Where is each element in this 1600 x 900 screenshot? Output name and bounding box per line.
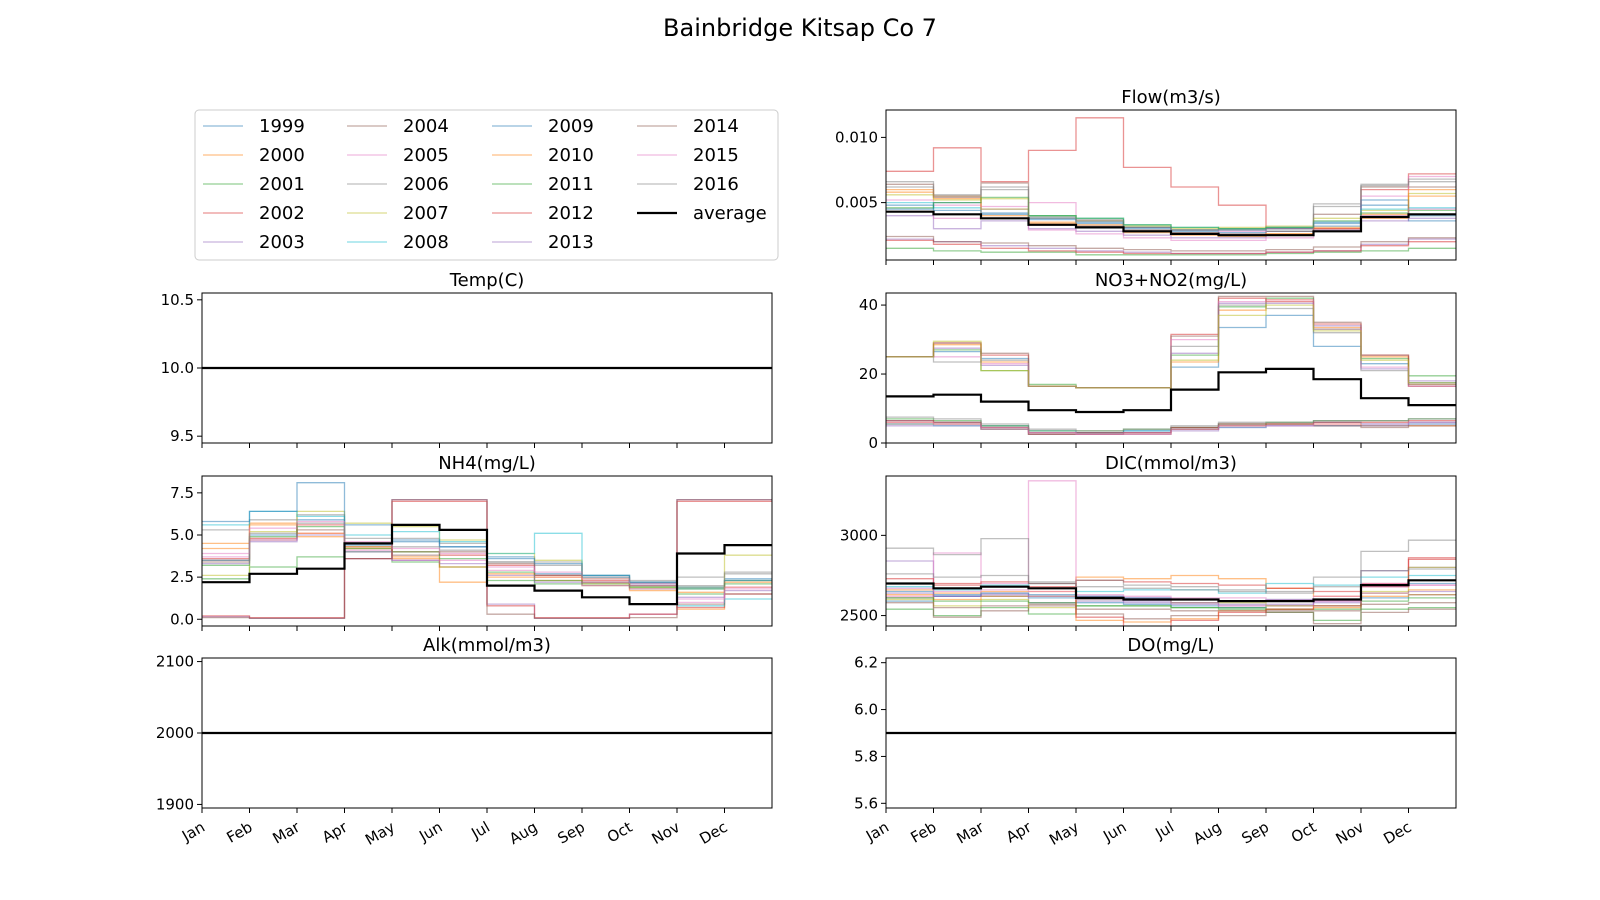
x-tick-label: Feb — [223, 818, 255, 847]
subplot-title: DO(mg/L) — [1127, 635, 1214, 656]
subplot-title: Alk(mmol/m3) — [423, 635, 551, 656]
series-line — [886, 118, 1456, 229]
subplot-title: Temp(C) — [449, 270, 525, 291]
x-tick-label: Mar — [953, 817, 987, 847]
x-tick-label: Sep — [1239, 818, 1272, 848]
subplot: Flow(m3/s) 0.005 0.010 — [835, 87, 1456, 265]
x-tick-label: Apr — [1003, 817, 1035, 846]
y-tick-label: 20 — [859, 365, 878, 383]
subplot-title: DIC(mmol/m3) — [1105, 453, 1237, 474]
subplot: NH4(mg/L) 0.0 2.5 5.0 7.5 — [170, 453, 772, 631]
subplot-title: NO3+NO2(mg/L) — [1095, 270, 1247, 291]
legend-label: 2002 — [259, 203, 305, 224]
legend-label: 2001 — [259, 174, 305, 195]
x-tick-label: Jan — [862, 818, 892, 846]
y-tick-label: 5.0 — [170, 526, 194, 544]
y-tick-label: 6.0 — [854, 701, 878, 719]
legend-label: 2005 — [403, 145, 449, 166]
subplot: Temp(C) 9.5 10.0 10.5 — [161, 270, 772, 448]
subplot: DO(mg/L) 5.6 5.8 6.0 6.2 Jan Feb Mar Apr May Jun Ju… — [854, 635, 1456, 849]
y-tick-label: 2100 — [156, 653, 194, 671]
x-tick-label: May — [1046, 818, 1082, 849]
y-tick-label: 2000 — [156, 724, 194, 742]
legend-label: 2007 — [403, 203, 449, 224]
y-tick-label: 0 — [868, 434, 878, 452]
x-tick-label: Jun — [415, 818, 445, 846]
x-tick-label: Oct — [604, 818, 636, 847]
subplot-title: NH4(mg/L) — [438, 453, 536, 474]
x-tick-label: Apr — [319, 817, 351, 846]
legend-label: 2006 — [403, 174, 449, 195]
x-tick-label: Feb — [907, 818, 939, 847]
y-tick-label: 10.0 — [161, 359, 194, 377]
legend-label: 2012 — [548, 203, 594, 224]
legend: 1999 2000 2001 2002 2003 2004 2005 2006 2007 2008… — [195, 110, 778, 260]
x-tick-label: Dec — [696, 818, 730, 848]
x-tick-label: Aug — [1190, 818, 1224, 848]
x-tick-label: Dec — [1380, 818, 1414, 848]
legend-label: 2010 — [548, 145, 594, 166]
legend-label: 2000 — [259, 145, 305, 166]
y-tick-label: 2.5 — [170, 568, 194, 586]
y-tick-label: 9.5 — [170, 427, 194, 445]
x-tick-label: Aug — [506, 818, 540, 848]
subplot: NO3+NO2(mg/L) 0 20 40 — [859, 270, 1456, 452]
legend-label: 2009 — [548, 116, 594, 137]
series-line — [886, 182, 1456, 230]
x-tick-label: Nov — [649, 818, 683, 848]
y-tick-label: 3000 — [840, 526, 878, 544]
x-tick-label: Oct — [1288, 818, 1320, 847]
legend-label: 2003 — [259, 232, 305, 253]
legend-label: 1999 — [259, 116, 305, 137]
legend-label: 2015 — [693, 145, 739, 166]
legend-label: 2004 — [403, 116, 449, 137]
figure-title: Bainbridge Kitsap Co 7 — [663, 14, 937, 42]
y-tick-label: 1900 — [156, 795, 194, 813]
y-tick-label: 0.010 — [835, 128, 878, 146]
series-line — [886, 197, 1456, 228]
y-tick-label: 40 — [859, 296, 878, 314]
x-tick-label: Mar — [269, 817, 303, 847]
x-tick-label: Jan — [178, 818, 208, 846]
subplot-title: Flow(m3/s) — [1121, 87, 1221, 108]
subplot: DIC(mmol/m3) 2500 3000 — [840, 453, 1456, 631]
x-tick-label: May — [362, 818, 398, 849]
y-tick-label: 2500 — [840, 607, 878, 625]
y-tick-label: 7.5 — [170, 484, 194, 502]
y-tick-label: 5.8 — [854, 747, 878, 765]
y-tick-label: 10.5 — [161, 291, 194, 309]
subplot: Alk(mmol/m3) 1900 2000 2100 Jan Feb Mar Apr May J… — [156, 635, 772, 849]
y-tick-label: 5.6 — [854, 794, 878, 812]
legend-label: 2011 — [548, 174, 594, 195]
x-tick-label: Nov — [1333, 818, 1367, 848]
legend-label: 2016 — [693, 174, 739, 195]
x-tick-label: Jul — [1151, 818, 1177, 843]
x-tick-label: Sep — [555, 818, 588, 848]
legend-label: 2014 — [693, 116, 739, 137]
y-tick-label: 6.2 — [854, 654, 878, 672]
x-tick-label: Jun — [1099, 818, 1129, 846]
y-tick-label: 0.0 — [170, 610, 194, 628]
legend-label: 2008 — [403, 232, 449, 253]
legend-label: 2013 — [548, 232, 594, 253]
x-tick-label: Jul — [467, 818, 493, 843]
legend-label: average — [693, 203, 767, 224]
y-tick-label: 0.005 — [835, 194, 878, 212]
